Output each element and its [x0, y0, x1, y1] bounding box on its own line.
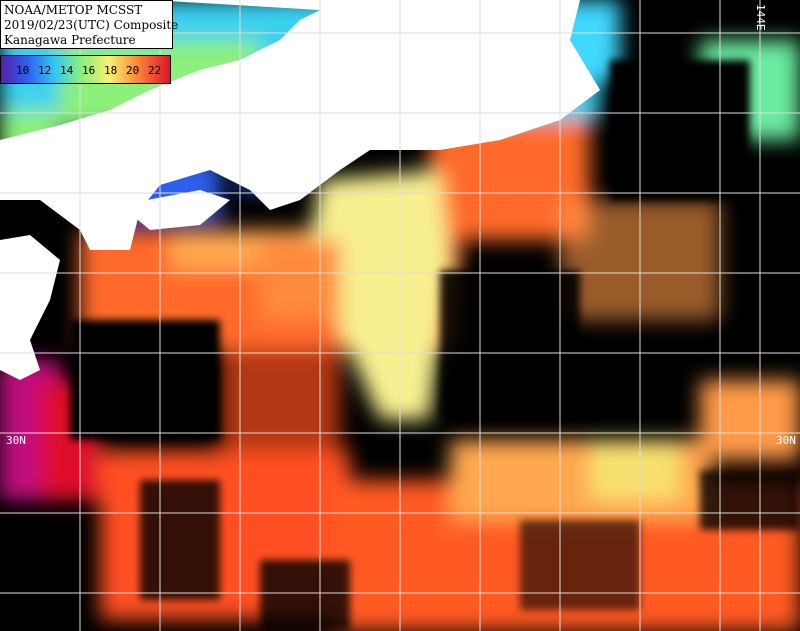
cloud-mask	[70, 60, 800, 631]
colorbar-label: 16	[82, 64, 95, 77]
colorbar-labels: 10 12 14 16 18 20 22	[16, 64, 161, 77]
lat-label: 30N	[6, 434, 26, 447]
header-box	[0, 0, 173, 49]
header-line: 2019/02/23(UTC) Composite	[4, 18, 178, 32]
header-line: Kanagawa Prefecture	[4, 33, 136, 47]
colorbar-label: 12	[38, 64, 51, 77]
land	[0, 0, 600, 380]
lat-label: 30N	[776, 434, 796, 447]
colorbar	[0, 55, 171, 84]
colorbar-label: 14	[60, 64, 74, 77]
colorbar-label: 18	[104, 64, 117, 77]
header-line: NOAA/METOP MCSST	[4, 3, 142, 17]
lon-label: 144E	[754, 4, 767, 31]
colorbar-label: 22	[148, 64, 161, 77]
colorbar-label: 20	[126, 64, 139, 77]
colorbar-label: 10	[16, 64, 29, 77]
